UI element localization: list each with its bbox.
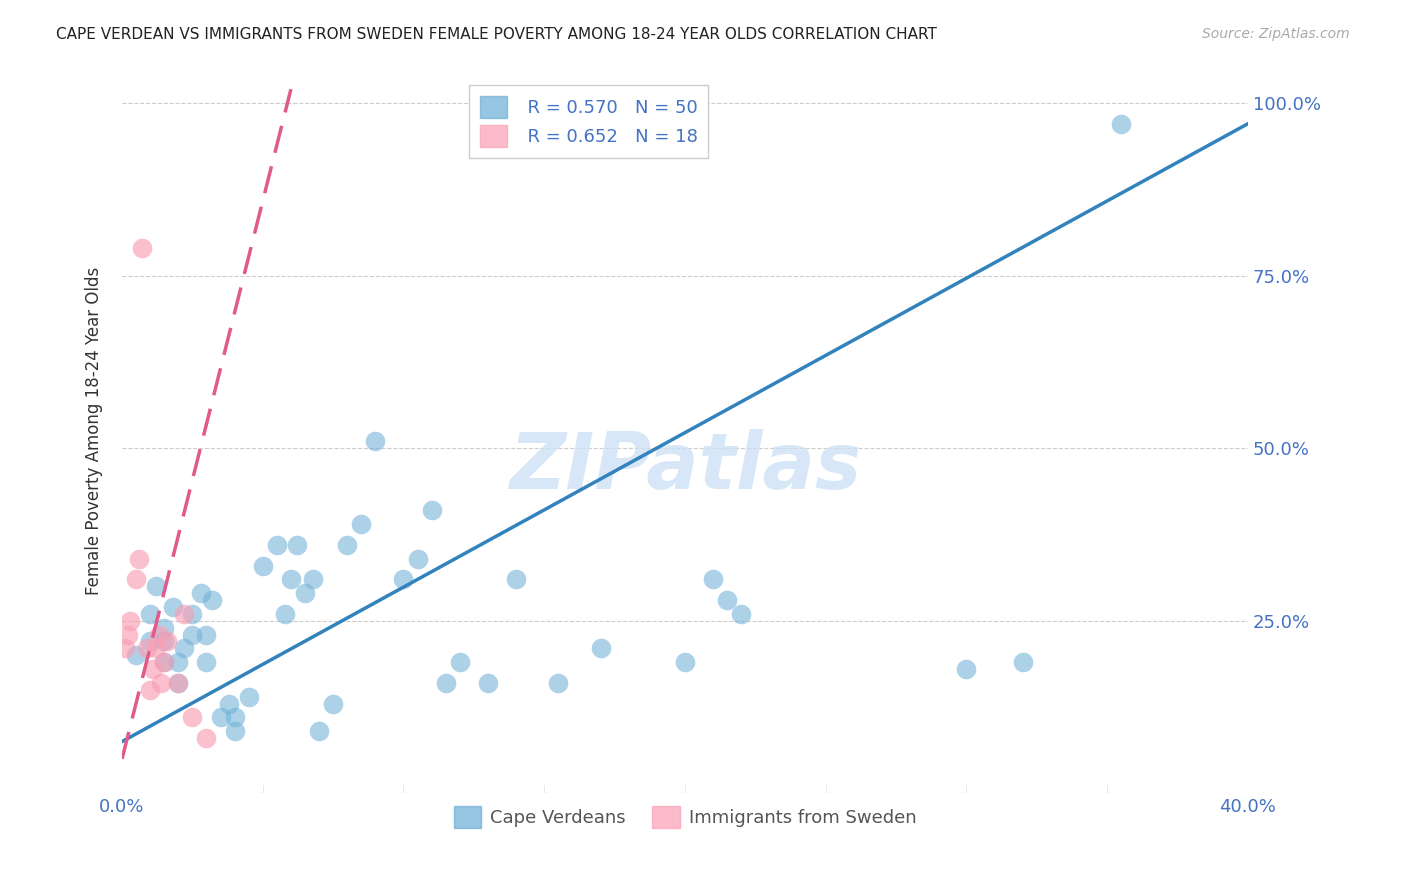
Point xyxy=(274,607,297,621)
Point xyxy=(139,607,162,621)
Point xyxy=(142,662,165,676)
Point xyxy=(190,586,212,600)
Point xyxy=(150,676,173,690)
Point xyxy=(308,724,330,739)
Y-axis label: Female Poverty Among 18-24 Year Olds: Female Poverty Among 18-24 Year Olds xyxy=(86,267,103,595)
Point xyxy=(125,648,148,663)
Point xyxy=(153,634,176,648)
Point xyxy=(420,503,443,517)
Point xyxy=(673,655,696,669)
Point xyxy=(195,627,218,641)
Point xyxy=(139,634,162,648)
Point xyxy=(136,641,159,656)
Point xyxy=(145,641,167,656)
Point xyxy=(294,586,316,600)
Point xyxy=(181,607,204,621)
Point xyxy=(181,710,204,724)
Point xyxy=(589,641,612,656)
Point xyxy=(201,593,224,607)
Point xyxy=(702,572,724,586)
Point xyxy=(224,724,246,739)
Point xyxy=(1011,655,1033,669)
Point xyxy=(167,676,190,690)
Point xyxy=(406,551,429,566)
Point xyxy=(167,655,190,669)
Point xyxy=(364,434,387,449)
Point xyxy=(195,655,218,669)
Point xyxy=(716,593,738,607)
Point xyxy=(148,627,170,641)
Legend: Cape Verdeans, Immigrants from Sweden: Cape Verdeans, Immigrants from Sweden xyxy=(447,798,924,835)
Point xyxy=(167,676,190,690)
Point xyxy=(238,690,260,704)
Point xyxy=(449,655,471,669)
Point xyxy=(117,627,139,641)
Point xyxy=(120,614,142,628)
Point xyxy=(266,538,288,552)
Point xyxy=(128,551,150,566)
Point xyxy=(350,517,373,532)
Point xyxy=(173,607,195,621)
Point xyxy=(181,627,204,641)
Point xyxy=(153,655,176,669)
Point xyxy=(302,572,325,586)
Point xyxy=(145,579,167,593)
Point xyxy=(730,607,752,621)
Point xyxy=(156,634,179,648)
Point xyxy=(125,572,148,586)
Point xyxy=(322,697,344,711)
Point xyxy=(173,641,195,656)
Point xyxy=(336,538,359,552)
Text: Source: ZipAtlas.com: Source: ZipAtlas.com xyxy=(1202,27,1350,41)
Point xyxy=(131,241,153,255)
Point xyxy=(434,676,457,690)
Point xyxy=(114,641,136,656)
Point xyxy=(285,538,308,552)
Point xyxy=(392,572,415,586)
Point xyxy=(209,710,232,724)
Text: ZIPatlas: ZIPatlas xyxy=(509,429,860,505)
Point xyxy=(224,710,246,724)
Point xyxy=(153,621,176,635)
Point xyxy=(547,676,569,690)
Point xyxy=(477,676,499,690)
Point xyxy=(280,572,302,586)
Point xyxy=(218,697,240,711)
Point xyxy=(153,655,176,669)
Point xyxy=(505,572,527,586)
Point xyxy=(162,599,184,614)
Text: CAPE VERDEAN VS IMMIGRANTS FROM SWEDEN FEMALE POVERTY AMONG 18-24 YEAR OLDS CORR: CAPE VERDEAN VS IMMIGRANTS FROM SWEDEN F… xyxy=(56,27,938,42)
Point xyxy=(139,682,162,697)
Point xyxy=(1109,117,1132,131)
Point xyxy=(252,558,274,573)
Point xyxy=(955,662,977,676)
Point xyxy=(195,731,218,745)
